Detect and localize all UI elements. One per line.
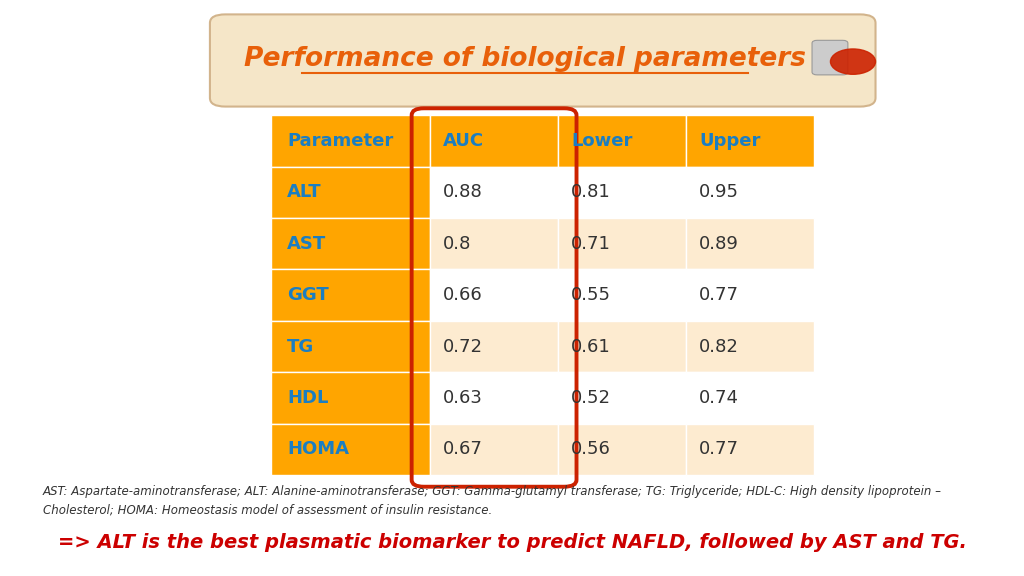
Text: 0.8: 0.8: [443, 235, 471, 253]
Text: 0.56: 0.56: [571, 441, 610, 458]
Text: HDL: HDL: [287, 389, 329, 407]
Text: AST: AST: [287, 235, 327, 253]
Text: AST: Aspartate-aminotransferase; ALT: Alanine-aminotransferase; GGT: Gamma-gluta: AST: Aspartate-aminotransferase; ALT: Al…: [43, 485, 942, 517]
Text: Upper: Upper: [698, 132, 760, 150]
Text: 0.52: 0.52: [571, 389, 611, 407]
Text: 0.71: 0.71: [571, 235, 610, 253]
Text: 0.82: 0.82: [698, 338, 738, 355]
Text: 0.81: 0.81: [571, 183, 610, 202]
Text: 0.74: 0.74: [698, 389, 739, 407]
Text: ALT: ALT: [287, 183, 322, 202]
Text: Parameter: Parameter: [287, 132, 393, 150]
Text: TG: TG: [287, 338, 314, 355]
Text: 0.72: 0.72: [443, 338, 483, 355]
Text: 0.88: 0.88: [443, 183, 482, 202]
Text: 0.55: 0.55: [571, 286, 611, 304]
Text: Lower: Lower: [571, 132, 632, 150]
Text: Performance of biological parameters: Performance of biological parameters: [245, 46, 806, 73]
Text: => ALT is the best plasmatic biomarker to predict NAFLD, followed by AST and TG.: => ALT is the best plasmatic biomarker t…: [57, 533, 967, 552]
Text: HOMA: HOMA: [287, 441, 349, 458]
Text: 0.77: 0.77: [698, 441, 739, 458]
Text: 0.89: 0.89: [698, 235, 738, 253]
Text: 0.66: 0.66: [443, 286, 482, 304]
Text: GGT: GGT: [287, 286, 329, 304]
Text: 0.61: 0.61: [571, 338, 610, 355]
Text: 0.95: 0.95: [698, 183, 739, 202]
Text: AUC: AUC: [443, 132, 484, 150]
Text: 0.67: 0.67: [443, 441, 482, 458]
Text: 0.63: 0.63: [443, 389, 482, 407]
Text: 0.77: 0.77: [698, 286, 739, 304]
